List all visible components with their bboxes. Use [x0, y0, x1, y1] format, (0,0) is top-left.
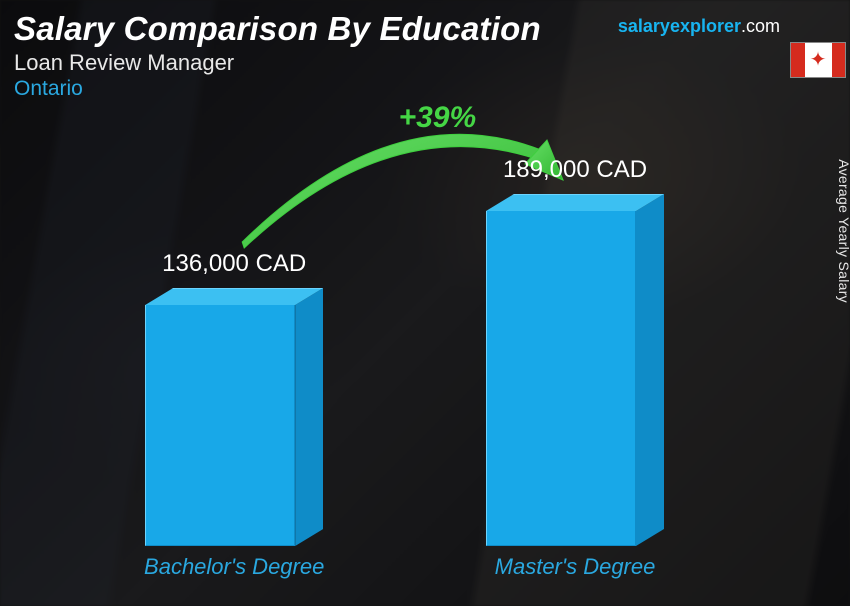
flag-band-right	[832, 43, 846, 77]
bar-chart: +39% 136,000 CADBachelor's Degree189,000…	[60, 130, 770, 580]
percent-increase-label: +39%	[399, 101, 477, 135]
bar-3d	[145, 288, 323, 546]
y-axis-label: Average Yearly Salary	[836, 159, 850, 303]
bar-front	[145, 305, 295, 546]
flag-mid: ✦	[805, 43, 832, 77]
job-title: Loan Review Manager	[14, 50, 836, 76]
bar-value: 136,000 CAD	[162, 250, 306, 278]
watermark-suffix: .com	[741, 16, 780, 36]
bar-side	[295, 288, 323, 546]
watermark: salaryexplorer.com	[618, 16, 780, 37]
bar-value: 189,000 CAD	[503, 156, 647, 184]
bar-top	[145, 288, 323, 305]
bar-3d	[486, 194, 664, 546]
bar-label: Master's Degree	[495, 554, 656, 580]
bar-side	[636, 194, 664, 546]
bar-label: Bachelor's Degree	[144, 554, 324, 580]
maple-leaf-icon: ✦	[810, 50, 827, 70]
flag-band-left	[791, 43, 805, 77]
flag-icon: ✦	[790, 42, 846, 78]
bar-top	[486, 194, 664, 211]
content-layer: Salary Comparison By Education Loan Revi…	[0, 0, 850, 606]
bar-front	[486, 211, 636, 546]
location-label: Ontario	[14, 77, 836, 101]
watermark-brand: salaryexplorer	[618, 16, 741, 36]
